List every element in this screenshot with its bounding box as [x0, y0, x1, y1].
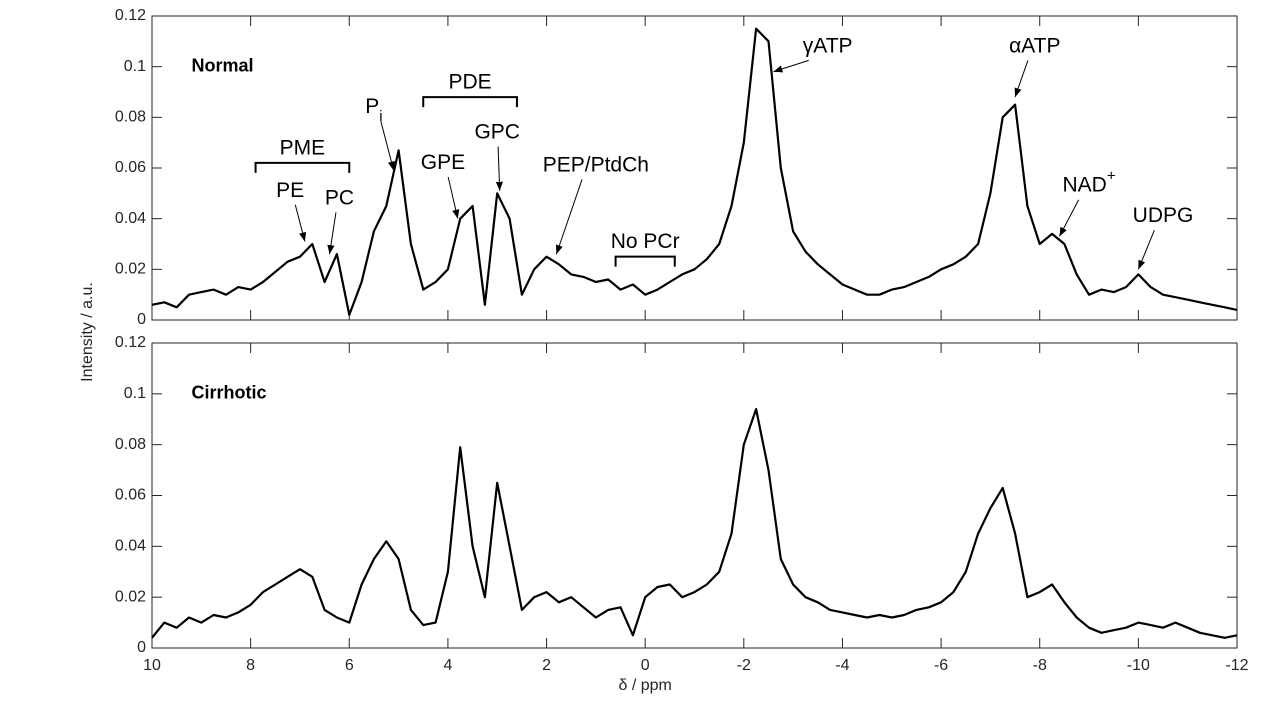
annotation-text: P: [365, 95, 379, 118]
annotation-superscript: +: [1107, 168, 1116, 185]
annotation-text: NAD: [1062, 173, 1106, 196]
axes-box: [151, 15, 1238, 321]
annotation-arrow: [447, 176, 460, 219]
annotation: αATP: [1009, 34, 1060, 57]
y-tick-label: 0.04: [115, 210, 146, 227]
x-tick-label: 8: [246, 657, 255, 674]
x-tick-label: 0: [641, 657, 650, 674]
x-axis-label: δ / ppm: [618, 677, 671, 694]
x-tick-label: 10: [143, 657, 161, 674]
bracket-label: No PCr: [611, 230, 680, 253]
y-tick-label: 0.06: [115, 487, 146, 504]
y-tick-label: 0.04: [115, 538, 146, 555]
y-tick-label: 0.02: [115, 588, 146, 605]
bracket-label: PDE: [449, 71, 492, 94]
spectrum-line: [151, 408, 1238, 639]
bracket-label: PME: [280, 136, 326, 159]
bracket: [614, 255, 676, 267]
annotation-arrow: [1059, 199, 1080, 237]
annotation-arrow: [327, 212, 337, 255]
annotation-subscript: i: [379, 108, 382, 125]
annotation-arrow: [555, 179, 583, 255]
y-tick-label: 0.08: [115, 109, 146, 126]
y-tick-label: 0.08: [115, 436, 146, 453]
annotation-text: PEP/PtdCh: [543, 153, 649, 176]
annotation-text: γATP: [803, 34, 853, 57]
bracket: [254, 161, 351, 173]
y-tick-label: 0.06: [115, 159, 146, 176]
y-tick-label: 0.12: [115, 334, 146, 351]
annotation: γATP: [803, 34, 853, 57]
annotation: PC: [325, 186, 354, 209]
annotation: PE: [276, 178, 304, 201]
x-tick-label: 4: [443, 657, 452, 674]
annotation-text: UDPG: [1133, 204, 1194, 227]
annotation: GPE: [421, 150, 465, 173]
annotation-text: GPC: [474, 120, 520, 143]
annotation: UDPG: [1133, 204, 1194, 227]
y-tick-label: 0: [137, 311, 146, 328]
annotation: Pi: [365, 95, 382, 125]
y-axis-label: Intensity / a.u.: [79, 282, 96, 382]
annotation: NAD+: [1062, 168, 1115, 197]
x-tick-label: -10: [1127, 657, 1150, 674]
x-tick-label: -12: [1225, 657, 1248, 674]
y-tick-label: 0.12: [115, 7, 146, 24]
annotation-arrow: [294, 204, 307, 242]
annotation-arrow: [495, 146, 503, 191]
y-tick-label: 0.1: [124, 58, 146, 75]
annotation-arrow: [1137, 229, 1155, 270]
bracket: [422, 96, 518, 108]
x-tick-label: -8: [1033, 657, 1047, 674]
x-tick-label: 6: [345, 657, 354, 674]
y-tick-label: 0: [137, 639, 146, 656]
x-tick-label: 2: [542, 657, 551, 674]
annotation-text: PC: [325, 186, 354, 209]
annotation-text: GPE: [421, 150, 465, 173]
annotation-arrow: [1014, 60, 1029, 98]
axes-box: [151, 342, 1238, 649]
panel-label: Cirrhotic: [191, 383, 266, 403]
x-tick-label: -4: [835, 657, 849, 674]
spectrum-line: [151, 27, 1238, 316]
x-tick-label: -2: [737, 657, 751, 674]
x-tick-label: -6: [934, 657, 948, 674]
y-tick-label: 0.02: [115, 261, 146, 278]
annotation-arrow: [773, 59, 809, 73]
annotation-text: PE: [276, 178, 304, 201]
panel-label: Normal: [191, 55, 253, 75]
y-tick-label: 0.1: [124, 385, 146, 402]
annotation: PEP/PtdCh: [543, 153, 649, 176]
annotation-text: αATP: [1009, 34, 1060, 57]
annotation: GPC: [474, 120, 520, 143]
annotation-arrow: [380, 121, 395, 171]
